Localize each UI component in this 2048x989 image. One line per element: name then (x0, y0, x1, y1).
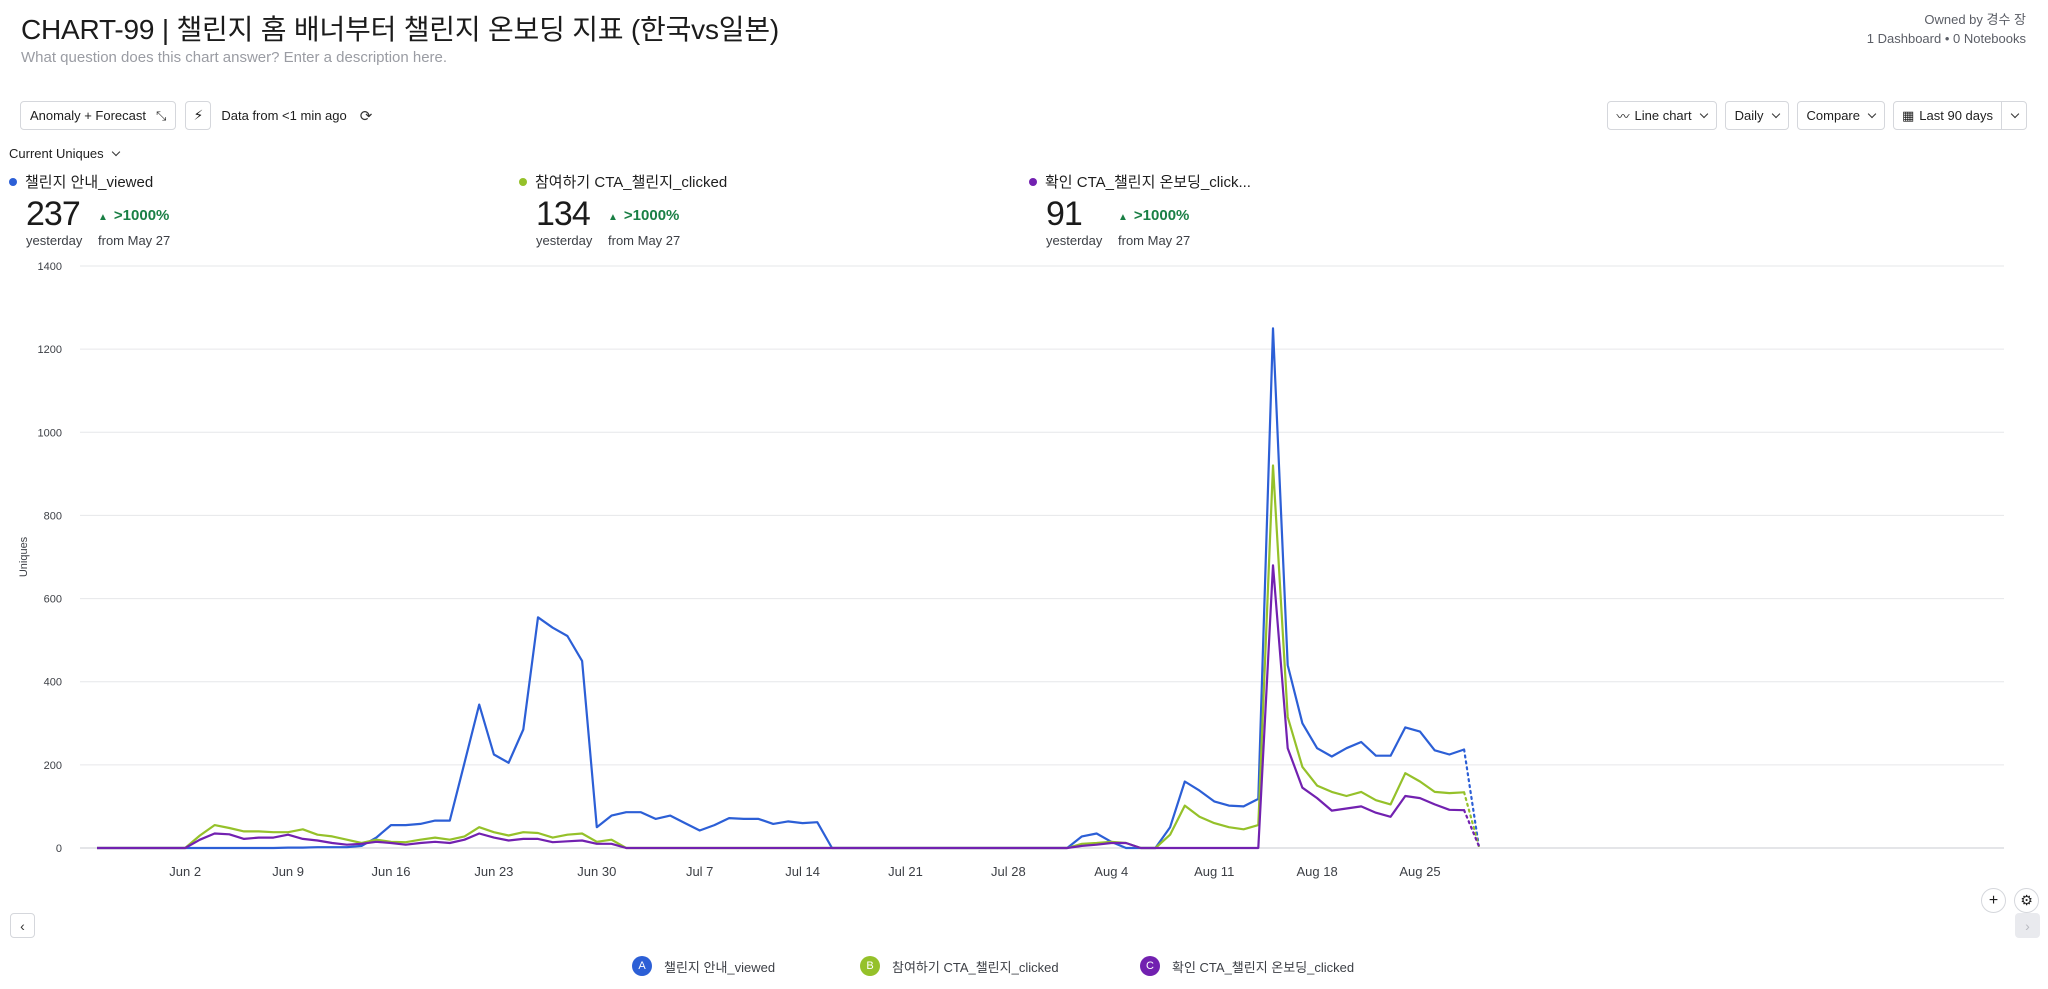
series-dot-icon (1029, 177, 1037, 186)
description-input[interactable]: What question does this chart answer? En… (21, 49, 448, 66)
kpi-from: from May 27 (98, 233, 171, 248)
x-tick-label: Jul 7 (686, 864, 713, 879)
toolbar-right: 〰 Line chart Daily Compare ▦ Last 90 day… (1599, 101, 2027, 130)
x-tick-label: Jun 2 (169, 864, 201, 879)
y-tick-label: 1400 (38, 261, 62, 273)
dashboard-notebook-count[interactable]: 1 Dashboard • 0 Notebooks (1866, 31, 2026, 46)
gear-icon[interactable]: ⚙ (2014, 888, 2039, 913)
legend-item-b[interactable]: B 참여하기 CTA_챌린지_clicked (860, 956, 1059, 976)
y-tick-label: 1000 (38, 427, 62, 439)
refresh-icon[interactable]: ⟳ (359, 107, 373, 125)
chevron-left-icon[interactable]: ‹ (10, 913, 35, 938)
owner-label[interactable]: Owned by 경수 장 (1924, 12, 2026, 27)
kpi-card-a[interactable]: 챌린지 안내_viewed 237 ▲ >1000% yesterday from… (9, 171, 509, 248)
legend-badge: B (860, 956, 880, 976)
chart-type-dropdown[interactable]: 〰 Line chart (1606, 101, 1717, 130)
kpi-card-b[interactable]: 참여하기 CTA_챌린지_clicked 134 ▲ >1000% yesterd… (519, 171, 1019, 248)
chevron-down-icon (2010, 109, 2020, 118)
chevron-down-icon (111, 147, 120, 156)
series-incomplete-c (1463, 809, 1480, 847)
anomaly-forecast-button[interactable]: Anomaly + Forecast ⤡ (20, 101, 177, 130)
chart-type-label: Line chart (1634, 108, 1692, 123)
add-annotation-button[interactable]: + (1981, 888, 2006, 913)
forecast-wand-icon: ⤡ (155, 107, 167, 123)
series-dot-icon (9, 177, 17, 186)
y-tick-label: 1200 (38, 344, 62, 356)
kpi-card-c[interactable]: 확인 CTA_챌린지 온보딩_click... 91 ▲ >1000% yeste… (1029, 171, 1529, 248)
metric-selector-label: Current Uniques (9, 146, 104, 161)
chevron-down-icon (1867, 109, 1877, 118)
kpi-period: yesterday (26, 233, 83, 248)
y-tick-label: 200 (44, 760, 62, 772)
anomaly-forecast-label: Anomaly + Forecast (30, 108, 146, 123)
page-title: CHART-99 | 챌린지 홈 배너부터 챌린지 온보딩 지표 (한국vs일본… (21, 14, 780, 45)
arrow-up-icon: ▲ (608, 212, 618, 223)
line-chart[interactable]: 0 200 400 600 800 1000 1200 1400 Uniques Jun 2 Jun… (0, 255, 2048, 895)
owner-info: Owned by 경수 장 1 Dashboard • 0 Notebooks (1867, 10, 2026, 48)
chevron-down-icon (1771, 109, 1780, 118)
chevron-down-icon (1699, 109, 1708, 118)
kpi-period: yesterday (1046, 233, 1103, 248)
x-tick-label: Aug 18 (1296, 864, 1337, 879)
data-freshness-label: Data from <1 min ago (221, 108, 347, 123)
kpi-change: ▲ >1000% (98, 207, 170, 224)
calendar-icon: ▦ (1901, 107, 1915, 123)
date-range-button[interactable]: ▦ Last 90 days (1894, 102, 2001, 129)
legend-badge: A (632, 956, 652, 976)
kpi-change: ▲ >1000% (608, 207, 680, 224)
series-line-b (97, 464, 1465, 850)
kpi-name: 챌린지 안내_viewed (9, 171, 509, 192)
kpi-from: from May 27 (608, 233, 681, 248)
lightning-bolt-icon[interactable]: ⚡ (185, 101, 212, 130)
legend-label: 챌린지 안내_viewed (664, 959, 776, 975)
legend-badge: C (1140, 956, 1160, 976)
metric-selector[interactable]: Current Uniques (9, 146, 120, 161)
y-tick-label: 800 (44, 510, 62, 522)
toolbar-left: Anomaly + Forecast ⤡ ⚡ Data from <1 min … (20, 101, 372, 130)
x-tick-label: Jul 14 (785, 864, 820, 879)
kpi-name: 참여하기 CTA_챌린지_clicked (519, 171, 1019, 192)
y-tick-label: 400 (44, 677, 62, 689)
x-tick-label: Jul 28 (991, 864, 1026, 879)
line-chart-icon: 〰 (1616, 109, 1630, 124)
x-tick-label: Aug 25 (1399, 864, 1440, 879)
legend-label: 참여하기 CTA_챌린지_clicked (892, 959, 1059, 975)
series-line-a (97, 327, 1465, 850)
kpi-value: 91 (1046, 195, 1083, 233)
kpi-value: 237 (26, 195, 81, 233)
chevron-right-icon[interactable]: › (2015, 913, 2040, 938)
compare-label: Compare (1806, 108, 1860, 123)
date-range-menu-button[interactable] (2001, 102, 2026, 129)
series-incomplete-a (1463, 748, 1480, 847)
date-range-label: Last 90 days (1919, 108, 1993, 123)
compare-dropdown[interactable]: Compare (1796, 101, 1885, 130)
x-tick-label: Jun 30 (577, 864, 616, 879)
y-axis-label: Uniques (18, 536, 30, 577)
y-tick-label: 600 (44, 594, 62, 606)
interval-dropdown[interactable]: Daily (1724, 101, 1789, 130)
kpi-from: from May 27 (1118, 233, 1191, 248)
x-tick-label: Jun 23 (474, 864, 513, 879)
legend-item-c[interactable]: C 확인 CTA_챌린지 온보딩_clicked (1140, 956, 1354, 976)
y-tick-label: 0 (56, 843, 62, 855)
date-range-picker: ▦ Last 90 days (1892, 101, 2027, 130)
arrow-up-icon: ▲ (98, 212, 108, 223)
x-tick-label: Jun 9 (272, 864, 304, 879)
legend-label: 확인 CTA_챌린지 온보딩_clicked (1172, 959, 1355, 975)
series-dot-icon (519, 177, 527, 186)
kpi-value: 134 (536, 195, 591, 233)
x-tick-label: Jul 21 (888, 864, 923, 879)
chart-legend: A 챌린지 안내_viewed B 참여하기 CTA_챌린지_clicked C… (0, 956, 2048, 978)
kpi-period: yesterday (536, 233, 593, 248)
series-line-c (97, 564, 1465, 850)
x-tick-label: Jun 16 (371, 864, 410, 879)
x-tick-label: Aug 4 (1094, 864, 1128, 879)
interval-label: Daily (1734, 108, 1764, 123)
x-tick-label: Aug 11 (1194, 864, 1234, 879)
kpi-change: ▲ >1000% (1118, 207, 1190, 224)
legend-item-a[interactable]: A 챌린지 안내_viewed (632, 956, 775, 976)
arrow-up-icon: ▲ (1118, 212, 1128, 223)
kpi-name: 확인 CTA_챌린지 온보딩_click... (1029, 171, 1529, 192)
